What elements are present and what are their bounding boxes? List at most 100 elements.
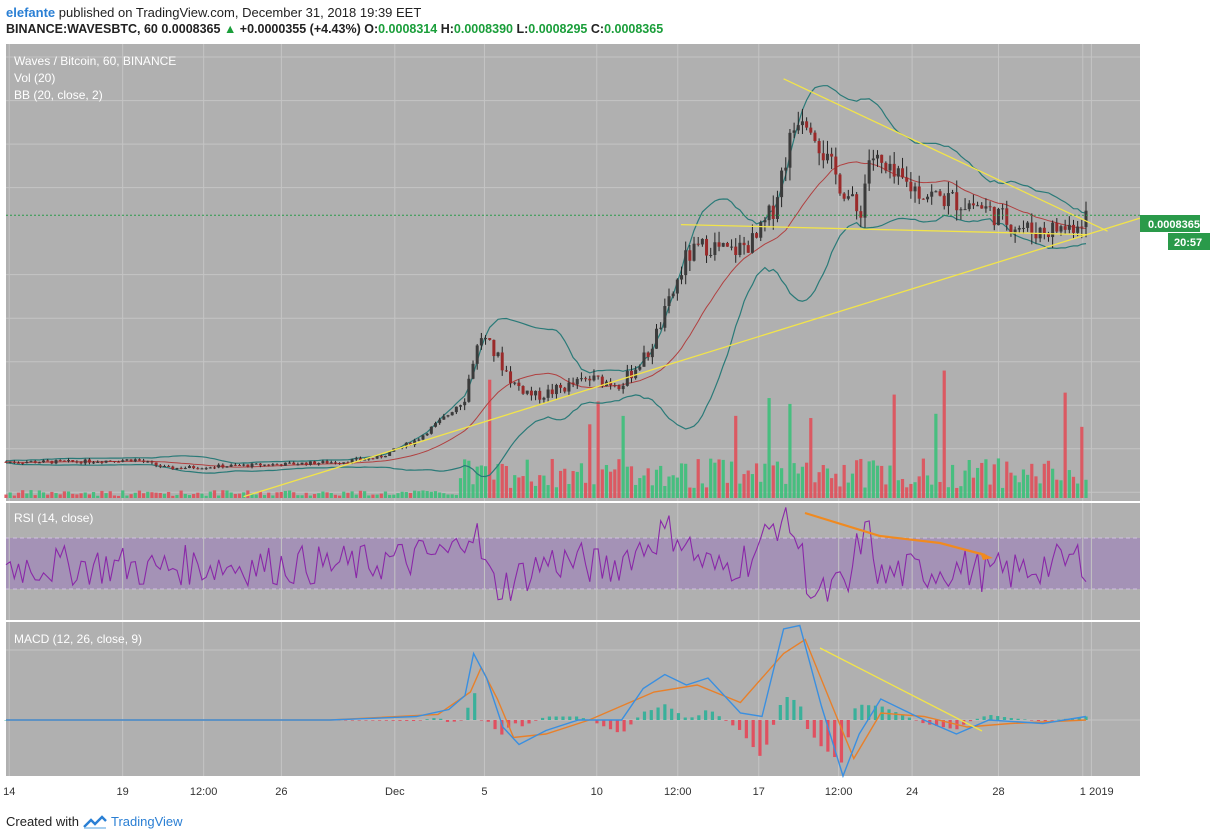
candle-body xyxy=(538,390,542,400)
x-tick-label: Dec xyxy=(385,786,405,798)
volume-bar xyxy=(746,470,750,498)
volume-bar xyxy=(75,494,79,498)
volume-bar xyxy=(984,459,988,498)
volume-bar xyxy=(963,470,967,498)
chart-title: Waves / Bitcoin, 60, BINANCE xyxy=(14,54,176,68)
bb-lower-line xyxy=(5,214,1087,478)
price-change: +0.0000355 (+4.43%) xyxy=(239,22,361,36)
candle-body xyxy=(896,168,900,177)
candle-body xyxy=(275,464,279,466)
candle-body xyxy=(955,192,959,211)
macd-histogram-bar xyxy=(411,720,416,721)
candle-body xyxy=(187,466,191,469)
rsi-arrow-head xyxy=(980,552,993,560)
volume-bar xyxy=(392,494,396,498)
price-tick-label: 0.0007000 xyxy=(1148,270,1200,282)
x-tick-label: 12:00 xyxy=(664,786,692,798)
volume-bar xyxy=(646,468,650,498)
volume-bar xyxy=(996,458,1001,498)
macd-histogram-bar xyxy=(425,719,429,720)
macd-histogram-bar xyxy=(812,720,816,738)
volume-bar xyxy=(729,461,734,498)
candle-body xyxy=(575,378,579,385)
volume-bar xyxy=(450,494,454,498)
volume-bar xyxy=(475,466,479,498)
volume-bar xyxy=(179,490,183,498)
candle-body xyxy=(996,208,1000,226)
volume-bar xyxy=(317,493,321,498)
volume-bars xyxy=(4,370,1088,498)
candle-body xyxy=(705,238,709,256)
macd-histogram-bar xyxy=(894,712,898,720)
candle-body xyxy=(58,460,62,462)
volume-bar xyxy=(834,473,838,498)
macd-histogram-bar xyxy=(1009,717,1013,720)
macd-histogram-bar xyxy=(873,705,878,720)
candle-body xyxy=(871,158,875,161)
volume-bar xyxy=(54,493,58,498)
candle-body xyxy=(329,462,333,464)
candle-body xyxy=(342,462,346,464)
candle-body xyxy=(876,154,880,159)
candle-body xyxy=(1009,224,1013,233)
countdown-badge: 20:57 xyxy=(1174,237,1202,249)
author-name[interactable]: elefante xyxy=(6,5,56,20)
volume-bar xyxy=(709,458,713,498)
candle-body xyxy=(838,174,842,194)
volume-bar xyxy=(321,491,325,498)
macd-histogram-bar xyxy=(554,716,558,720)
volume-bar xyxy=(133,492,137,498)
volume-bar xyxy=(175,494,179,498)
trendline xyxy=(783,78,1108,232)
candle-body xyxy=(150,461,154,463)
volume-bar xyxy=(634,484,638,498)
candle-body xyxy=(313,461,317,465)
volume-bar xyxy=(554,487,559,498)
candle-body xyxy=(250,463,254,467)
volume-bar xyxy=(167,491,171,498)
y-axis-labels: 0.0012000 0.0011000 0.0010000 0.0009000 0.00… xyxy=(1148,52,1200,727)
volume-bar xyxy=(905,487,909,498)
candle-body xyxy=(383,455,387,458)
candle-body xyxy=(659,327,663,329)
macd-panel-bg[interactable] xyxy=(6,622,1140,776)
price-panel-bg[interactable] xyxy=(6,44,1140,501)
candle-body xyxy=(488,338,492,340)
candle-body xyxy=(496,352,500,357)
volume-bar xyxy=(592,484,596,498)
candle-body xyxy=(963,209,967,211)
volume-bar xyxy=(129,494,133,498)
volume-bar xyxy=(1067,470,1071,498)
candle-body xyxy=(775,197,779,219)
volume-bar xyxy=(884,484,888,498)
candle-body xyxy=(584,378,588,380)
volume-bar xyxy=(225,490,229,498)
candle-body xyxy=(179,467,183,469)
candle-body xyxy=(137,459,141,461)
candle-body xyxy=(217,464,221,468)
macd-histogram-bar xyxy=(839,720,844,763)
volume-bar xyxy=(1030,463,1034,498)
volume-bar xyxy=(308,495,313,498)
volume-bar xyxy=(888,465,892,498)
candle-body xyxy=(183,468,187,470)
volume-bar xyxy=(959,486,963,498)
macd-histogram-bar xyxy=(968,720,973,722)
tradingview-link[interactable]: TradingView xyxy=(110,814,183,829)
volume-bar xyxy=(183,493,187,498)
candle-body xyxy=(550,389,554,395)
volume-bar xyxy=(146,491,150,498)
candle-body xyxy=(767,205,771,221)
volume-bar xyxy=(254,494,258,498)
volume-bar xyxy=(296,495,300,498)
rsi-series xyxy=(5,507,1087,602)
volume-bar xyxy=(567,483,571,498)
volume-bar xyxy=(508,487,513,498)
macd-histogram-bar xyxy=(398,720,402,721)
volume-bar xyxy=(609,471,613,498)
macd-histogram-bar xyxy=(765,720,769,745)
candle-body xyxy=(375,455,379,459)
macd-histogram-bar xyxy=(561,716,565,720)
volume-bar xyxy=(150,492,154,498)
